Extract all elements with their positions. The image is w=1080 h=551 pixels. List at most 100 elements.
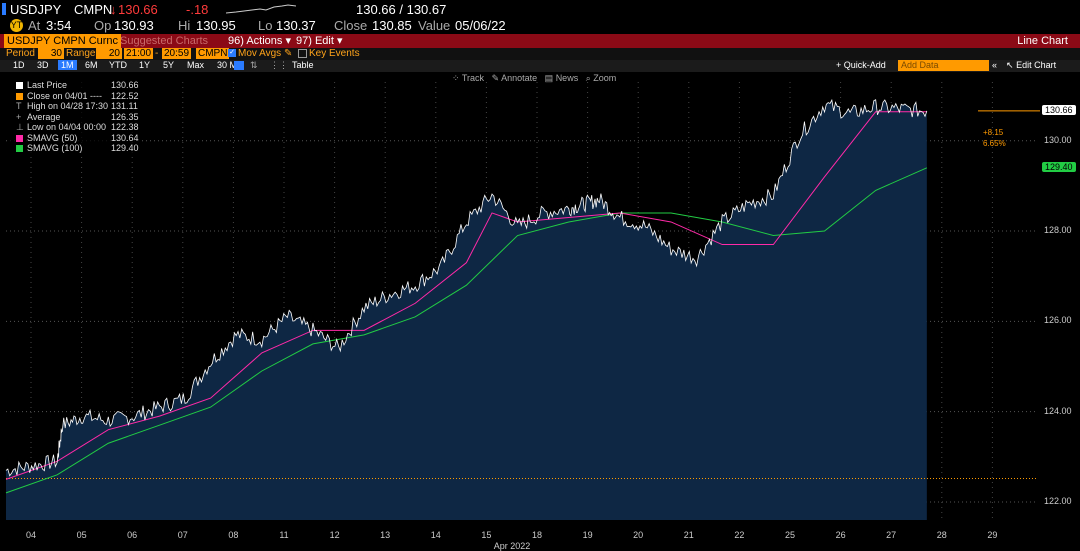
annotate-tool[interactable]: ✎ Annotate [491, 73, 538, 83]
period-1m[interactable]: 1M [58, 60, 77, 70]
close-value: 130.85 [372, 18, 412, 33]
period-1y[interactable]: 1Y [139, 60, 151, 70]
legend-marker [16, 82, 23, 90]
period-max[interactable]: Max [187, 60, 205, 70]
legend-value: 129.40 [111, 143, 139, 153]
quote-header-row: USDJPY CMPN ↓ 130.66 -.18 130.66 / 130.6… [0, 2, 1080, 18]
track-tool[interactable]: ⁘ Track [452, 73, 485, 83]
range-label: Range [66, 48, 96, 59]
period-bar: 1D 3D 1M 6M YTD 1Y 5Y Max 30 Min ⇅ ⋮⋮ Table + Qu… [0, 60, 1080, 72]
bid-ask: 130.66 / 130.67 [356, 2, 447, 17]
last-price-box: 130.66 [1042, 104, 1076, 115]
price-chart[interactable] [0, 72, 1080, 551]
legend-marker [16, 145, 23, 153]
caret-down-icon: ▾ [285, 35, 292, 47]
legend-item: SMAVG (50) 130.64 [16, 133, 140, 143]
low-label: Lo [258, 18, 273, 33]
legend-label: SMAVG (50) [27, 132, 78, 143]
x-tick-label: 21 [683, 530, 694, 540]
line-style-icon[interactable] [234, 61, 244, 70]
x-tick-label: 05 [76, 530, 87, 540]
security-field[interactable]: USDJPY CMPN Curnc [4, 34, 122, 48]
series-line-last-price [5, 98, 928, 477]
legend-label: High on 04/28 17:30 [27, 101, 109, 111]
period-ytd[interactable]: YTD [109, 60, 127, 70]
bar-style-icon[interactable]: ⇅ [250, 60, 258, 70]
x-tick-label: 12 [329, 530, 340, 540]
value-date: 05/06/22 [455, 18, 506, 33]
legend-marker: ⊥ [16, 122, 24, 132]
sma100-box: 129.40 [1042, 161, 1076, 172]
collapse-icon[interactable]: « [992, 60, 998, 70]
x-tick-label: 27 [886, 530, 897, 540]
x-tick-label: 14 [430, 530, 441, 540]
high-value: 130.95 [196, 18, 236, 33]
down-arrow-icon: ↓ [110, 2, 117, 17]
legend-label: Last Price [27, 80, 68, 90]
legend-value: 122.38 [111, 122, 139, 132]
time-from-input[interactable]: 21:00 [124, 48, 154, 59]
legend-item: + Average 126.35 [16, 112, 140, 122]
mov-avgs-label[interactable]: Mov Avgs ✎ [238, 48, 293, 59]
actions-menu[interactable]: 96) Actions ▾ [228, 35, 292, 47]
add-data-input[interactable]: Add Data [898, 60, 989, 71]
legend-value: 122.52 [111, 90, 139, 101]
time-to-input[interactable]: 20:59 [162, 48, 192, 59]
series-line-smavg-50- [5, 111, 927, 480]
period-6m[interactable]: 6M [85, 60, 98, 70]
table-button[interactable]: Table [292, 60, 314, 70]
period-30-min[interactable]: 30 Min [217, 60, 245, 70]
period-1d[interactable]: 1D [13, 60, 25, 70]
edit-chart-button[interactable]: ↖ Edit Chart [1006, 60, 1057, 70]
news-tool[interactable]: ▤ News [544, 73, 579, 83]
x-tick-label: 18 [531, 530, 543, 540]
quick-add-button[interactable]: + Quick-Add [836, 60, 886, 70]
key-events-checkbox[interactable] [298, 49, 307, 58]
y-tick-label: 124.00 [1044, 405, 1072, 416]
legend-label: Low on 04/04 00:00 [27, 122, 107, 132]
x-tick-label: 11 [279, 530, 289, 540]
mov-avgs-checkbox[interactable]: ✓ [228, 49, 236, 57]
source-input[interactable]: CMPN [196, 48, 230, 59]
x-tick-label: 13 [380, 530, 391, 540]
chart-tools: ⁘ Track ✎ Annotate ▤ News ⌕ Zoom [452, 73, 616, 84]
x-tick-label: 20 [633, 530, 644, 540]
yield-badge-icon: YT [10, 19, 23, 32]
x-tick-label: 29 [987, 530, 998, 540]
y-tick-label: 130.00 [1044, 134, 1072, 145]
time-value: 3:54 [46, 18, 72, 33]
legend-label: Close on 04/01 ---- [27, 90, 103, 101]
edit-menu[interactable]: 97) Edit ▾ [296, 35, 343, 47]
legend-marker: T [16, 101, 22, 111]
legend-value: 126.35 [111, 111, 139, 122]
chart-options-icon[interactable]: ⋮⋮ [270, 60, 288, 70]
x-tick-label: 15 [481, 530, 492, 540]
series-line-smavg-100- [5, 167, 928, 494]
high-label: Hi [178, 18, 191, 33]
period-3d[interactable]: 3D [37, 60, 49, 70]
change-abs: +8.15 [983, 128, 1004, 137]
low-value: 130.37 [276, 18, 316, 33]
x-tick-label: 22 [734, 530, 745, 540]
legend-item: T High on 04/28 17:30 131.11 [16, 101, 140, 111]
ticker[interactable]: USDJPY [10, 2, 62, 17]
y-tick-label: 122.00 [1044, 495, 1072, 506]
legend-value: 130.66 [111, 80, 139, 90]
x-tick-label: 25 [784, 530, 796, 540]
period-input[interactable]: 30 [38, 48, 64, 59]
legend-value: 131.11 [111, 101, 138, 111]
change-pct: 6.65% [983, 139, 1006, 148]
sparkline-icon [226, 4, 296, 14]
pricing-source: CMPN [74, 2, 113, 17]
x-tick-label: 07 [177, 530, 188, 540]
range-input[interactable]: 20 [96, 48, 122, 59]
zoom-tool[interactable]: ⌕ Zoom [585, 73, 617, 83]
suggested-charts[interactable]: Suggested Charts [120, 35, 209, 47]
legend-label: SMAVG (100) [27, 143, 83, 153]
ticker-marker [2, 3, 6, 15]
key-events-label[interactable]: Key Events [309, 48, 360, 59]
period-5y[interactable]: 5Y [163, 60, 175, 70]
settings-row: Period 30 Range 20 21:00 - 20:59 CMPN ✓ … [0, 48, 1080, 60]
edit-chart-icon: ↖ [1006, 60, 1014, 70]
legend-item: Last Price 130.66 [16, 80, 140, 90]
